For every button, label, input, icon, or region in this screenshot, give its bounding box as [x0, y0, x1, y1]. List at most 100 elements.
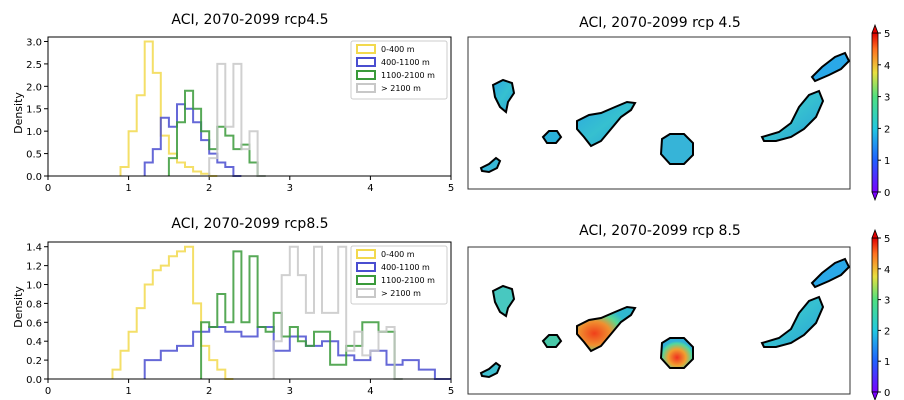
series-4-step	[272, 245, 403, 380]
series-steps	[111, 245, 451, 380]
x-tick-label: 5	[448, 386, 454, 397]
y-tick-label: 2.0	[26, 82, 42, 93]
colorbar-tick-label: 3	[884, 93, 890, 104]
legend-swatch	[356, 262, 376, 272]
map-title: ACI, 2070-2099 rcp 8.5	[579, 223, 741, 239]
map-frame	[467, 36, 851, 190]
x-tick-label: 4	[367, 183, 373, 194]
colorbar-gradient	[871, 32, 879, 193]
colorbar-extend-min	[871, 391, 879, 400]
colorbar-tick-label: 2	[884, 326, 890, 337]
x-ticks: 0 1 2 3 4 5	[45, 379, 454, 397]
legend-label: 400-1100 m	[381, 263, 430, 272]
colorbar-tick-label: 2	[884, 124, 890, 135]
y-axis-label: Density	[12, 286, 25, 328]
colorbar-rcp45: 0 1 2 3 4 5	[871, 23, 890, 202]
x-tick-label: 2	[206, 386, 212, 397]
legend-swatch	[356, 249, 376, 259]
legend-label: 0-400 m	[381, 250, 415, 259]
series-4-step	[208, 62, 266, 177]
y-tick-label: 0.4	[26, 337, 42, 348]
map-frame	[467, 246, 851, 395]
series-1-step	[119, 40, 218, 177]
x-tick-label: 0	[45, 183, 51, 194]
series-2-step	[143, 103, 242, 177]
map-rcp85: ACI, 2070-2099 rcp 8.5	[467, 223, 851, 395]
y-tick-label: 3.0	[26, 37, 42, 48]
x-tick-label: 1	[125, 386, 131, 397]
colorbar-tick-label: 5	[884, 234, 890, 245]
colorbar-tick-label: 4	[884, 61, 890, 72]
map-title: ACI, 2070-2099 rcp 4.5	[579, 15, 741, 31]
x-tick-label: 3	[287, 386, 293, 397]
legend-swatch	[356, 70, 376, 80]
chart-title: ACI, 2070-2099 rcp8.5	[171, 216, 328, 232]
y-tick-label: 1.2	[26, 262, 42, 273]
island-la-gomera	[541, 334, 563, 348]
y-tick-label: 0.6	[26, 318, 42, 329]
island-fuerteventura	[760, 295, 825, 348]
island-gran-canaria	[659, 337, 694, 369]
x-tick-label: 1	[125, 183, 131, 194]
y-tick-label: 0.0	[26, 375, 42, 386]
y-tick-label: 1.0	[26, 127, 42, 138]
x-tick-label: 4	[367, 386, 373, 397]
island-gran-canaria	[659, 133, 694, 165]
colorbar-extend-max	[871, 228, 879, 239]
colorbar-tick-label: 1	[884, 357, 890, 368]
legend-label: > 2100 m	[381, 289, 421, 298]
histogram-rcp85: ACI, 2070-2099 rcp8.5 Density 0.00.20.40…	[12, 216, 454, 397]
y-tick-label: 2.5	[26, 60, 42, 71]
y-tick-label: 1.5	[26, 105, 42, 116]
y-tick-label: 0.2	[26, 356, 42, 367]
legend-label: > 2100 m	[381, 84, 421, 93]
legend-swatch	[356, 57, 376, 67]
island-el-hierro	[479, 361, 502, 379]
island-tenerife	[576, 100, 637, 148]
legend-swatch	[356, 83, 376, 93]
series-1-step	[111, 245, 234, 380]
island-tenerife	[576, 305, 637, 353]
colorbar-rcp85: 0 1 2 3 4 5	[871, 228, 890, 400]
chart-title: ACI, 2070-2099 rcp4.5	[171, 12, 328, 28]
legend-swatch	[356, 44, 376, 54]
legend-label: 400-1100 m	[381, 58, 430, 67]
y-tick-label: 1.4	[26, 243, 42, 254]
x-tick-label: 0	[45, 386, 51, 397]
histogram-rcp45: ACI, 2070-2099 rcp4.5 Density 0.0 0.5 1.0 1…	[12, 12, 454, 194]
island-la-palma	[491, 78, 516, 114]
y-ticks: 0.0 0.2 0.4 0.6 0.8 1.0 1.2 1.4	[26, 243, 48, 386]
colorbar-extend-max	[871, 23, 879, 34]
plot-frame	[47, 241, 452, 380]
colorbar-tick-label: 5	[884, 29, 890, 40]
island-la-gomera	[541, 130, 563, 144]
colorbar-extend-min	[871, 191, 879, 202]
x-tick-label: 2	[206, 183, 212, 194]
y-axis-label: Density	[12, 92, 25, 134]
colorbar-tick-label: 0	[884, 388, 890, 399]
island-lanzarote	[810, 257, 851, 289]
y-tick-label: 1.0	[26, 281, 42, 292]
y-tick-label: 0.5	[26, 150, 42, 161]
island-el-hierro	[479, 156, 502, 174]
y-tick-label: 0.0	[26, 172, 42, 183]
legend-swatch	[356, 275, 376, 285]
colorbar-tick-label: 0	[884, 188, 890, 199]
island-la-palma	[491, 284, 516, 318]
y-tick-label: 0.8	[26, 299, 42, 310]
legend-swatch	[356, 288, 376, 298]
series-steps	[119, 40, 266, 177]
colorbar-gradient	[871, 237, 879, 393]
legend: 0-400 m 400-1100 m 1100-2100 m > 2100 m	[350, 40, 448, 100]
legend-label: 1100-2100 m	[381, 71, 435, 80]
x-tick-label: 5	[448, 183, 454, 194]
y-ticks: 0.0 0.5 1.0 1.5 2.0 2.5 3.0	[26, 37, 48, 183]
colorbar-tick-label: 4	[884, 265, 890, 276]
colorbar-tick-label: 1	[884, 156, 890, 167]
legend-label: 1100-2100 m	[381, 276, 435, 285]
island-lanzarote	[810, 51, 851, 83]
x-ticks: 0 1 2 3 4 5	[45, 176, 454, 194]
plot-frame	[47, 36, 452, 177]
colorbar-tick-label: 3	[884, 296, 890, 307]
